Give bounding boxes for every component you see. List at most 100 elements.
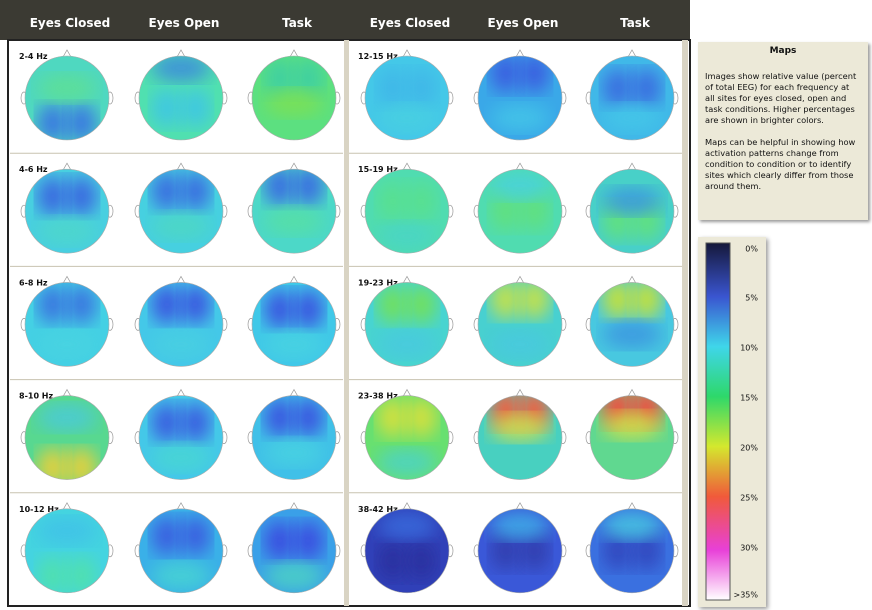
map-blob bbox=[37, 217, 97, 246]
map-blob bbox=[65, 284, 97, 325]
map-blob bbox=[377, 68, 409, 108]
map-blob bbox=[264, 520, 296, 561]
head-map bbox=[360, 275, 454, 367]
map-blob bbox=[179, 515, 211, 556]
head-nose bbox=[402, 502, 412, 510]
column-header: Eyes Closed bbox=[30, 16, 111, 30]
head-nose bbox=[176, 388, 186, 397]
map-blob bbox=[405, 284, 437, 325]
map-blob bbox=[264, 207, 324, 236]
head-map bbox=[473, 275, 567, 367]
map-blob bbox=[65, 176, 97, 217]
map-blob bbox=[151, 171, 183, 212]
map-blob bbox=[602, 411, 662, 440]
column-header: Eyes Closed bbox=[370, 16, 451, 30]
head-outline bbox=[138, 282, 224, 367]
map-blob bbox=[602, 68, 634, 108]
map-blob bbox=[377, 222, 437, 251]
band-label: 19-23 Hz bbox=[358, 278, 398, 287]
map-blob bbox=[377, 181, 409, 222]
map-blob bbox=[179, 402, 211, 443]
head-map bbox=[473, 502, 567, 594]
map-image bbox=[590, 508, 674, 593]
map-blob bbox=[264, 58, 296, 98]
head-map bbox=[20, 502, 114, 594]
head-map bbox=[247, 275, 341, 367]
head-map bbox=[360, 502, 454, 594]
map-blob bbox=[518, 282, 550, 320]
scale-label: >35% bbox=[734, 591, 759, 600]
band-label: 23-38 Hz bbox=[358, 392, 398, 401]
head-outline bbox=[477, 395, 563, 480]
map-blob bbox=[151, 443, 211, 472]
panel-divider bbox=[344, 40, 349, 606]
scale-label: 30% bbox=[740, 544, 758, 553]
map-blob bbox=[490, 172, 550, 201]
head-map bbox=[247, 388, 341, 480]
map-blob bbox=[151, 561, 211, 590]
map-blob bbox=[264, 89, 324, 117]
map-blob bbox=[518, 530, 550, 571]
head-map bbox=[247, 49, 341, 141]
head-nose bbox=[402, 388, 412, 397]
map-blob bbox=[630, 530, 662, 571]
map-blob bbox=[151, 284, 183, 325]
info-text: Maps can be helpful in showing how activ… bbox=[705, 137, 856, 191]
map-blob bbox=[602, 187, 662, 216]
band-label: 10-12 Hz bbox=[19, 505, 59, 514]
band-label: 12-15 Hz bbox=[358, 52, 398, 61]
map-image bbox=[252, 56, 336, 140]
head-map bbox=[134, 502, 228, 594]
map-blob bbox=[602, 104, 662, 132]
map-blob bbox=[602, 282, 634, 320]
map-blob bbox=[490, 282, 522, 320]
map-blob bbox=[602, 511, 662, 540]
head-nose bbox=[62, 388, 72, 397]
info-title: Maps bbox=[769, 46, 797, 56]
head-nose bbox=[402, 49, 412, 58]
map-image bbox=[252, 508, 336, 593]
head-map bbox=[585, 162, 679, 254]
color-bar bbox=[705, 242, 731, 601]
map-image bbox=[365, 169, 449, 254]
info-box: Maps Images show relative value (percent… bbox=[698, 42, 868, 220]
head-nose bbox=[515, 275, 525, 284]
band-label: 38-42 Hz bbox=[358, 505, 398, 514]
head-map bbox=[360, 388, 454, 480]
map-blob bbox=[151, 212, 211, 241]
map-blob bbox=[37, 74, 97, 102]
map-blob bbox=[37, 284, 69, 325]
map-blob bbox=[377, 397, 409, 438]
map-blob bbox=[264, 438, 324, 467]
map-blob bbox=[518, 191, 550, 232]
info-text: Images show relative value (percent of t… bbox=[705, 71, 857, 125]
head-outline bbox=[24, 55, 110, 141]
map-image bbox=[139, 282, 223, 367]
head-nose bbox=[627, 49, 637, 58]
head-map bbox=[473, 162, 567, 254]
head-map bbox=[134, 162, 228, 254]
head-nose bbox=[515, 388, 525, 397]
panel-edge bbox=[682, 40, 688, 606]
map-blob bbox=[490, 511, 550, 540]
head-map bbox=[247, 162, 341, 254]
map-blob bbox=[490, 56, 522, 93]
map-blob bbox=[292, 58, 324, 98]
map-blob bbox=[490, 330, 550, 359]
map-image bbox=[478, 169, 562, 254]
head-outline bbox=[589, 282, 675, 367]
head-outline bbox=[589, 55, 675, 141]
map-image bbox=[252, 282, 336, 367]
head-outline bbox=[364, 168, 450, 254]
scale-label: 15% bbox=[740, 394, 758, 403]
map-blob bbox=[151, 88, 183, 128]
head-nose bbox=[176, 502, 186, 510]
map-blob bbox=[264, 397, 296, 438]
map-blob bbox=[292, 397, 324, 438]
head-map bbox=[134, 388, 228, 480]
head-map bbox=[585, 49, 679, 141]
head-map bbox=[585, 502, 679, 594]
map-blob bbox=[264, 289, 296, 330]
map-blob bbox=[37, 516, 97, 545]
